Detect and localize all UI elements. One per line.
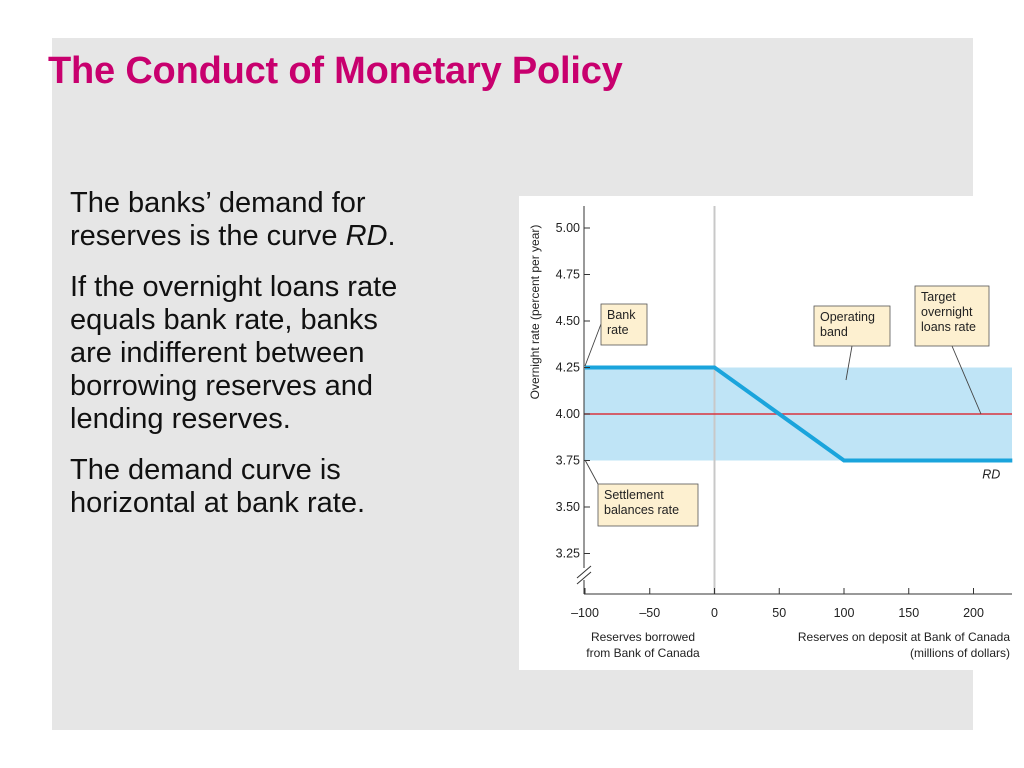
- x-tick-label: 100: [834, 606, 855, 620]
- x-axis-title-right: Reserves on deposit at Bank of Canada: [798, 630, 1010, 644]
- y-tick-label: 3.25: [556, 547, 580, 561]
- y-tick-label: 4.00: [556, 407, 580, 421]
- paragraph-3-line-2: horizontal at bank rate.: [70, 487, 366, 519]
- paragraph-1: The banks’ demand for reserves is the cu…: [60, 187, 480, 253]
- callout-leader-line: [584, 323, 602, 367]
- callout-text: balances rate: [604, 503, 679, 517]
- callout-text: Bank: [607, 308, 636, 322]
- callout-text: band: [820, 325, 848, 339]
- paragraph-3: The demand curve is horizontal at bank r…: [60, 454, 480, 520]
- paragraph-2-line-2: equals bank rate, banks: [70, 304, 378, 336]
- callout-leader-line: [845, 345, 853, 381]
- callout-leader-line: [951, 345, 982, 415]
- y-tick-label: 4.50: [556, 314, 580, 328]
- y-tick-label: 3.50: [556, 500, 580, 514]
- callout-box: [600, 303, 648, 346]
- paragraph-1-line-2: reserves is the curve RD.: [70, 220, 480, 253]
- x-axis-title-left: from Bank of Canada: [586, 646, 700, 660]
- series-rd-line: [585, 365, 1013, 463]
- axis-break-mark: [576, 565, 592, 579]
- x-axis-title-left: Reserves borrowed: [591, 630, 695, 644]
- paragraph-2-line-5: lending reserves.: [70, 403, 291, 435]
- paragraph-3-line-1: The demand curve is: [70, 454, 341, 486]
- y-tick-label: 3.75: [556, 454, 580, 468]
- callout-box: [813, 305, 891, 347]
- x-tick-label: 150: [898, 606, 919, 620]
- slide-title: The Conduct of Monetary Policy: [48, 50, 623, 92]
- x-tick-label: 0: [711, 606, 718, 620]
- x-axis-title-right-units: (millions of dollars): [910, 646, 1010, 660]
- rd-term: RD: [345, 220, 388, 252]
- paragraph-2: If the overnight loans rate equals bank …: [60, 271, 480, 436]
- y-tick-label: 4.75: [556, 268, 580, 282]
- callout-text: Target: [921, 290, 956, 304]
- callout-text: Operating: [820, 310, 875, 324]
- callout-box: [914, 285, 990, 347]
- paragraph-1-line-1: The banks’ demand for: [70, 187, 366, 219]
- callout-text: rate: [607, 323, 629, 337]
- paragraph-1-line-2-text: reserves is the curve: [70, 220, 346, 252]
- axis-break-mark: [576, 571, 592, 585]
- paragraph-2-line-4: borrowing reserves and: [70, 370, 374, 402]
- paragraph-2-line-1: If the overnight loans rate: [70, 271, 398, 303]
- callout-text: Settlement: [604, 488, 664, 502]
- x-tick-label: –100: [571, 606, 599, 620]
- series-rd-label: RD: [982, 468, 1000, 482]
- y-tick-label: 4.25: [556, 361, 580, 375]
- callout-text: loans rate: [921, 320, 976, 334]
- y-axis-title: Overnight rate (percent per year): [528, 225, 542, 400]
- callout-box: [597, 483, 699, 527]
- x-tick-label: 50: [772, 606, 786, 620]
- paragraph-2-line-3: are indifferent between: [70, 337, 365, 369]
- chart-card: RD 5.00 4.75 4.50 4.25 4.00 3.75 3.50 3.25 –100 –5…: [519, 196, 1024, 670]
- callout-leader-line: [584, 459, 599, 485]
- reserves-demand-chart: RD 5.00 4.75 4.50 4.25 4.00 3.75 3.50 3.25 –100 –5…: [528, 206, 1013, 660]
- x-tick-label: 200: [963, 606, 984, 620]
- callout-text: overnight: [921, 305, 973, 319]
- x-tick-label: –50: [639, 606, 660, 620]
- body-text: The banks’ demand for reserves is the cu…: [60, 187, 480, 538]
- y-tick-label: 5.00: [556, 221, 580, 235]
- paragraph-1-period: .: [387, 220, 396, 252]
